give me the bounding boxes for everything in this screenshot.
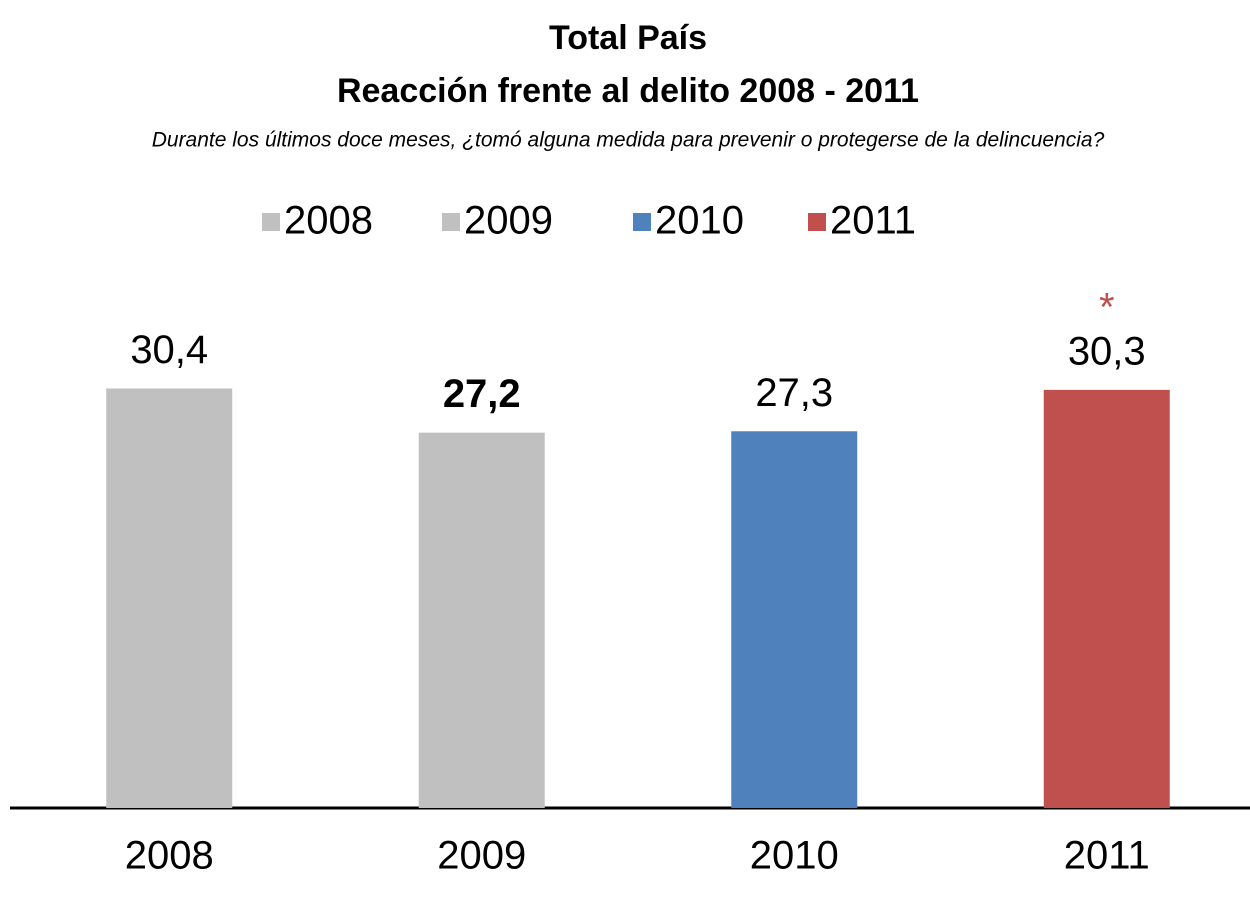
- bar: [1043, 389, 1170, 808]
- annotation: *: [1099, 285, 1115, 329]
- legend-swatch: [442, 213, 460, 231]
- chart-subtitle: Reacción frente al delito 2008 - 2011: [337, 72, 919, 110]
- legend-label: 2009: [464, 199, 553, 243]
- value-label: 27,2: [443, 372, 521, 416]
- x-tick-label: 2008: [125, 834, 214, 878]
- legend-swatch: [262, 213, 280, 231]
- legend-swatch: [633, 213, 651, 231]
- legend-label: 2011: [830, 199, 916, 243]
- bar: [418, 432, 545, 808]
- value-label: 27,3: [755, 371, 833, 415]
- chart-title: Total País: [549, 19, 707, 57]
- legend-label: 2008: [284, 199, 373, 243]
- value-label: 30,3: [1068, 329, 1146, 373]
- question: Durante los últimos doce meses, ¿tomó al…: [152, 129, 1105, 152]
- x-tick-label: 2010: [750, 834, 839, 878]
- bar: [731, 431, 858, 808]
- legend-swatch: [808, 213, 826, 231]
- legend-label: 2010: [655, 199, 744, 243]
- x-tick-label: 2011: [1064, 834, 1150, 878]
- value-label: 30,4: [130, 328, 208, 372]
- bar: [106, 388, 233, 808]
- x-tick-label: 2009: [437, 834, 526, 878]
